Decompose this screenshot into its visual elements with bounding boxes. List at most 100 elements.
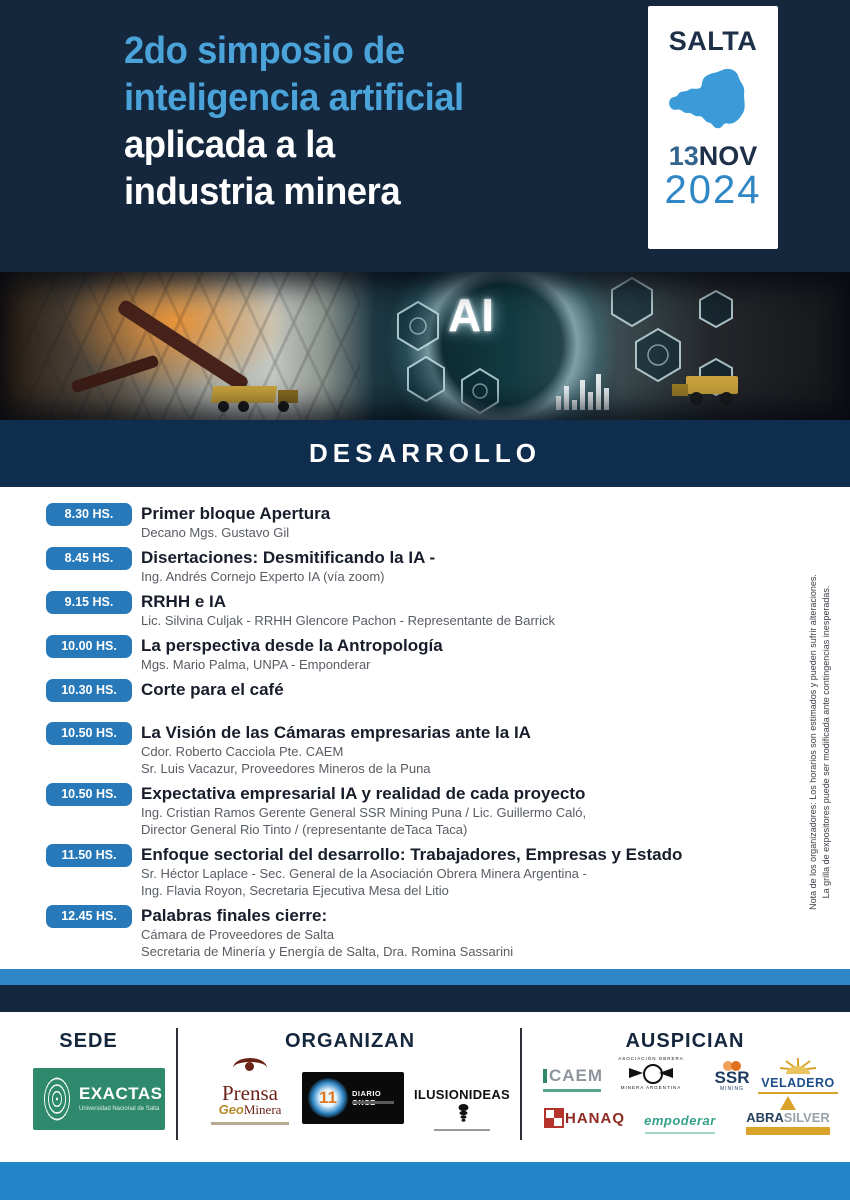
session-speakers: Secretaria de Minería y Energía de Salta… <box>141 944 514 959</box>
organizers-note: Nota de los organizadores: Los horarios … <box>807 522 833 962</box>
exactas-logo-sub: Universidad Nacional de Salta <box>79 1106 160 1112</box>
time-badge: 10.30 HS. <box>46 679 132 702</box>
time-badge: 10.50 HS. <box>46 783 132 806</box>
abrasilver-tagline-placeholder <box>746 1127 830 1135</box>
abrasilver-part1: ABRA <box>746 1110 784 1125</box>
empoderar-name: empoderar <box>644 1113 716 1128</box>
time-badge: 11.50 HS. <box>46 844 132 867</box>
session-title: Corte para el café <box>141 680 284 699</box>
schedule-item: 9.15 HS. RRHH e IA Lic. Silvina Culjak -… <box>46 591 776 629</box>
session-speakers: Mgs. Mario Palma, UNPA - Emponderar <box>141 657 371 672</box>
schedule-item: 8.45 HS. Disertaciones: Desmitificando l… <box>46 547 776 585</box>
exactas-logo: EXACTAS Universidad Nacional de Salta <box>33 1068 165 1130</box>
prensa-tagline-placeholder <box>211 1122 289 1125</box>
prensa-minera: Minera <box>243 1102 282 1117</box>
caem-logo: CAEM <box>543 1066 607 1092</box>
session-title: La perspectiva desde la Antropología <box>141 636 443 655</box>
prensa-word: Prensa <box>222 1081 278 1105</box>
section-band: DESARROLLO <box>0 420 850 487</box>
fingerprint-icon <box>43 1076 71 1122</box>
organizan-heading: ORGANIZAN <box>284 1030 416 1052</box>
diario-tagline-placeholder <box>352 1101 394 1104</box>
abrasilver-logo: ABRASILVER <box>740 1096 836 1135</box>
empoderar-tagline-placeholder <box>645 1132 715 1134</box>
title-line-2: inteligencia artificial <box>124 77 464 119</box>
wheel-loader-silhouette <box>672 372 752 408</box>
session-speakers: Cámara de Proveedores de Salta <box>141 927 334 942</box>
bar-chart-glyph <box>556 368 616 410</box>
diario-once-number: 11 <box>319 1088 337 1107</box>
session-title: Palabras finales cierre: <box>141 906 328 925</box>
schedule-item: 10.50 HS. La Visión de las Cámaras empre… <box>46 722 776 777</box>
session-speakers: Lic. Silvina Culjak - RRHH Glencore Pach… <box>141 613 556 628</box>
event-date: 13NOV <box>648 141 778 172</box>
time-badge: 10.00 HS. <box>46 635 132 658</box>
date-location-card: SALTA 13NOV 2024 <box>648 6 778 249</box>
ssr-sub: MINING <box>719 1086 745 1092</box>
session-speakers: Ing. Flavia Royon, Secretaria Ejecutiva … <box>141 883 449 898</box>
session-speakers: Sr. Luis Vacazur, Proveedores Mineros de… <box>141 761 431 776</box>
hanaq-logo: HANAQ <box>544 1108 656 1128</box>
aoma-logo: ASOCIACIÓN OBRERA MINERA ARGENTINA <box>616 1056 686 1106</box>
date-month: NOV <box>698 141 758 171</box>
hanaq-name: HANAQ <box>565 1110 625 1127</box>
city-label: SALTA <box>668 26 758 56</box>
time-badge: 8.45 HS. <box>46 547 132 570</box>
organizers-note-line2: La grilla de expositores puede ser modif… <box>821 585 831 899</box>
schedule-list: 8.30 HS. Primer bloque Apertura Decano M… <box>46 487 776 966</box>
header: 2do simposio de inteligencia artificial … <box>0 0 850 272</box>
schedule-item: 12.45 HS. Palabras finales cierre: Cámar… <box>46 905 776 960</box>
exactas-logo-name: EXACTAS <box>79 1084 163 1103</box>
abrasilver-part2: SILVER <box>783 1110 830 1125</box>
ssr-name: SSR <box>714 1068 750 1087</box>
veladero-underline <box>758 1092 838 1094</box>
ilusionideas-name: ILUSIONIDEAS <box>413 1087 511 1102</box>
veladero-name: VELADERO <box>761 1076 835 1090</box>
prensa-geominera-logo: Prensa GeoMinera <box>200 1058 300 1125</box>
empoderar-logo: empoderar <box>630 1112 730 1134</box>
session-speakers: Director General Rio Tinto / (representa… <box>141 822 468 837</box>
date-year: 2024 <box>664 168 762 212</box>
separator-bar-blue <box>0 969 850 985</box>
session-speakers: Cdor. Roberto Cacciola Pte. CAEM <box>141 744 344 759</box>
schedule-item: 10.50 HS. Expectativa empresarial IA y r… <box>46 783 776 838</box>
dump-truck-silhouette <box>210 384 304 414</box>
caem-tagline-placeholder <box>543 1089 601 1092</box>
organizers-note-line1: Nota de los organizadores: Los horarios … <box>808 574 818 910</box>
aoma-bottom-text: MINERA ARGENTINA <box>620 1085 682 1090</box>
hanaq-grid-icon <box>544 1108 564 1128</box>
ilusionideas-logo: ILUSIONIDEAS <box>406 1086 518 1131</box>
page-title: 2do simposio de inteligencia artificial … <box>124 28 464 216</box>
title-line-1: 2do simposio de <box>124 30 405 72</box>
footer-divider <box>520 1028 522 1140</box>
ai-label: AI <box>448 289 494 341</box>
footer-divider <box>176 1028 178 1140</box>
session-speakers: Sr. Héctor Laplace - Sec. General de la … <box>141 866 587 881</box>
abrasilver-triangle-icon <box>780 1096 796 1110</box>
session-title: RRHH e IA <box>141 592 227 611</box>
caem-mark-icon <box>543 1069 547 1083</box>
session-speakers: Ing. Cristian Ramos Gerente General SSR … <box>141 805 587 820</box>
diario-once-name: DIARIO ONCE <box>352 1089 382 1107</box>
ilusion-tagline-placeholder <box>434 1129 490 1131</box>
schedule-item: 10.00 HS. La perspectiva desde la Antrop… <box>46 635 776 673</box>
schedule-item: 10.30 HS. Corte para el café <box>46 679 776 702</box>
session-title: Expectativa empresarial IA y realidad de… <box>141 784 586 803</box>
lightbulb-icon <box>458 1104 469 1127</box>
session-title: Enfoque sectorial del desarrollo: Trabaj… <box>141 845 683 864</box>
time-badge: 8.30 HS. <box>46 503 132 526</box>
glow-circle-icon <box>308 1078 348 1118</box>
sun-icon <box>779 1058 817 1074</box>
sede-heading: SEDE <box>59 1030 118 1052</box>
veladero-logo: VELADERO <box>755 1056 841 1094</box>
ssr-dots-icon <box>706 1058 758 1071</box>
title-line-4: industria minera <box>124 171 401 213</box>
time-badge: 12.45 HS. <box>46 905 132 928</box>
bottom-bar <box>0 1162 850 1200</box>
schedule-item: 11.50 HS. Enfoque sectorial del desarrol… <box>46 844 776 899</box>
session-title: Disertaciones: Desmitificando la IA - <box>141 548 436 567</box>
time-badge: 10.50 HS. <box>46 722 132 745</box>
auspician-heading: AUSPICIAN <box>625 1030 745 1052</box>
ssr-mining-logo: SSR MINING <box>706 1058 758 1092</box>
